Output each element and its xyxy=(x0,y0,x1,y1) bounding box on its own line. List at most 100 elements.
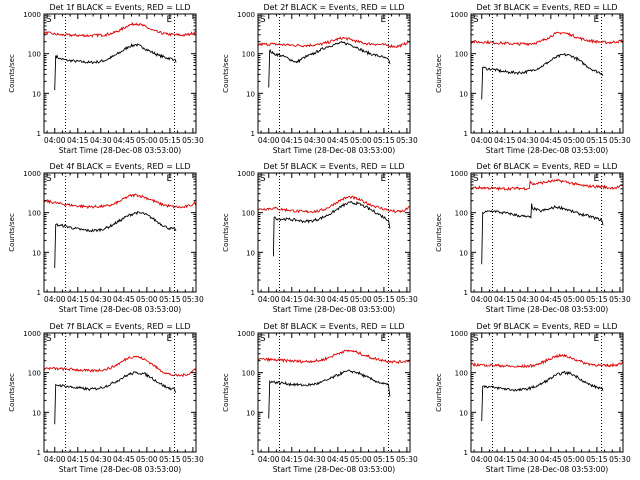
x-tick-label: 05:15 xyxy=(586,136,608,145)
y-tick-label: 10 xyxy=(32,249,41,257)
x-tick-label: 05:30 xyxy=(396,295,418,304)
panel-det-8f: Det 8f BLACK = Events, RED = LLD Counts/s… xyxy=(222,322,418,474)
x-tick-label: 04:30 xyxy=(90,295,112,304)
series-lld-line xyxy=(471,353,623,369)
x-tick-label: 04:15 xyxy=(494,136,516,145)
y-axis-label: Counts/sec xyxy=(8,373,16,412)
x-tick-label: 04:15 xyxy=(494,455,516,464)
y-tick-label: 100 xyxy=(242,370,255,378)
series-events-line xyxy=(268,369,391,419)
x-tick-label: 05:15 xyxy=(586,295,608,304)
series-events-line xyxy=(54,371,177,425)
plot-area xyxy=(471,178,623,265)
start-marker-label: S xyxy=(260,15,266,25)
x-tick-label: 04:30 xyxy=(304,136,326,145)
x-tick-label: 04:30 xyxy=(90,136,112,145)
x-tick-label: 04:30 xyxy=(304,455,326,464)
x-tick-label: 04:15 xyxy=(67,136,89,145)
panel-det-7f: Det 7f BLACK = Events, RED = LLD Counts/s… xyxy=(8,322,204,474)
x-tick-label: 04:45 xyxy=(540,136,562,145)
x-axis-label: Start Time (28-Dec-08 03:53:00) xyxy=(273,146,395,155)
panel-title: Det 3f BLACK = Events, RED = LLD xyxy=(476,3,617,12)
panel-title: Det 4f BLACK = Events, RED = LLD xyxy=(49,162,190,171)
x-tick-label: 04:30 xyxy=(304,295,326,304)
x-tick-label: 04:30 xyxy=(517,295,539,304)
plot-frame xyxy=(257,172,411,293)
plot-frame xyxy=(43,13,197,134)
x-tick-label: 04:45 xyxy=(113,455,135,464)
x-tick-label: 05:15 xyxy=(586,455,608,464)
x-axis-label: Start Time (28-Dec-08 03:53:00) xyxy=(59,146,181,155)
series-lld-line xyxy=(471,31,623,47)
x-tick-label: 05:30 xyxy=(182,136,204,145)
y-tick-label: 10 xyxy=(246,249,255,257)
start-marker-label: S xyxy=(46,174,52,184)
end-marker-label: E xyxy=(381,15,387,25)
x-tick-label: 04:45 xyxy=(327,455,349,464)
x-tick-label: 04:00 xyxy=(471,455,493,464)
y-tick-label: 100 xyxy=(455,210,468,218)
start-marker-label: S xyxy=(260,174,266,184)
plot-frame xyxy=(470,13,624,134)
start-marker-label: S xyxy=(473,15,479,25)
plot-area xyxy=(258,195,410,257)
y-tick-label: 1000 xyxy=(23,170,41,178)
plot-frame xyxy=(43,332,197,453)
x-tick-label: 05:30 xyxy=(182,295,204,304)
x-tick-label: 04:15 xyxy=(67,295,89,304)
y-tick-label: 100 xyxy=(242,51,255,59)
x-tick-label: 04:00 xyxy=(258,295,280,304)
x-tick-label: 04:00 xyxy=(44,455,66,464)
plot-frame xyxy=(257,332,411,453)
panel-title: Det 2f BLACK = Events, RED = LLD xyxy=(263,3,404,12)
x-tick-label: 05:30 xyxy=(396,455,418,464)
plot-area xyxy=(44,193,196,269)
y-tick-label: 10 xyxy=(32,409,41,417)
series-events-line xyxy=(481,203,604,265)
x-tick-label: 04:45 xyxy=(113,295,135,304)
series-events-line xyxy=(481,370,604,422)
x-tick-label: 04:00 xyxy=(471,295,493,304)
end-marker-label: E xyxy=(594,334,600,344)
y-tick-label: 1 xyxy=(37,289,41,297)
x-axis-label: Start Time (28-Dec-08 03:53:00) xyxy=(486,465,608,474)
panel-det-4f: Det 4f BLACK = Events, RED = LLD Counts/s… xyxy=(8,162,204,314)
y-tick-label: 1 xyxy=(464,289,468,297)
plot-area xyxy=(471,353,623,422)
x-tick-label: 04:30 xyxy=(90,455,112,464)
plot-area xyxy=(44,21,196,91)
series-lld-line xyxy=(471,178,623,192)
series-lld-line xyxy=(44,193,196,210)
series-events-line xyxy=(481,52,604,100)
end-marker-label: E xyxy=(381,174,387,184)
x-axis-label: Start Time (28-Dec-08 03:53:00) xyxy=(486,305,608,314)
end-marker-label: E xyxy=(167,334,173,344)
panel-det-1f: Det 1f BLACK = Events, RED = LLD Counts/s… xyxy=(8,3,204,155)
panel-title: Det 8f BLACK = Events, RED = LLD xyxy=(263,322,404,331)
plot-frame xyxy=(470,172,624,293)
start-marker-label: S xyxy=(473,334,479,344)
x-axis-label: Start Time (28-Dec-08 03:53:00) xyxy=(59,305,181,314)
x-tick-label: 05:30 xyxy=(396,136,418,145)
x-axis-label: Start Time (28-Dec-08 03:53:00) xyxy=(59,465,181,474)
x-tick-label: 04:15 xyxy=(281,455,303,464)
panel-title: Det 6f BLACK = Events, RED = LLD xyxy=(476,162,617,171)
y-tick-label: 1000 xyxy=(237,11,255,19)
x-tick-label: 04:15 xyxy=(494,295,516,304)
y-axis-label: Counts/sec xyxy=(222,213,230,252)
x-tick-label: 05:30 xyxy=(609,455,631,464)
x-tick-label: 04:00 xyxy=(471,136,493,145)
y-axis-label: Counts/sec xyxy=(8,213,16,252)
x-tick-label: 05:00 xyxy=(350,455,372,464)
x-tick-label: 04:00 xyxy=(44,136,66,145)
y-axis-label: Counts/sec xyxy=(435,54,443,93)
end-marker-label: E xyxy=(167,174,173,184)
x-tick-label: 04:45 xyxy=(540,295,562,304)
x-tick-label: 05:15 xyxy=(159,455,181,464)
end-marker-label: E xyxy=(594,15,600,25)
series-events-line xyxy=(54,211,177,269)
x-tick-label: 04:45 xyxy=(540,455,562,464)
series-lld-line xyxy=(44,355,196,378)
panel-title: Det 9f BLACK = Events, RED = LLD xyxy=(476,322,617,331)
